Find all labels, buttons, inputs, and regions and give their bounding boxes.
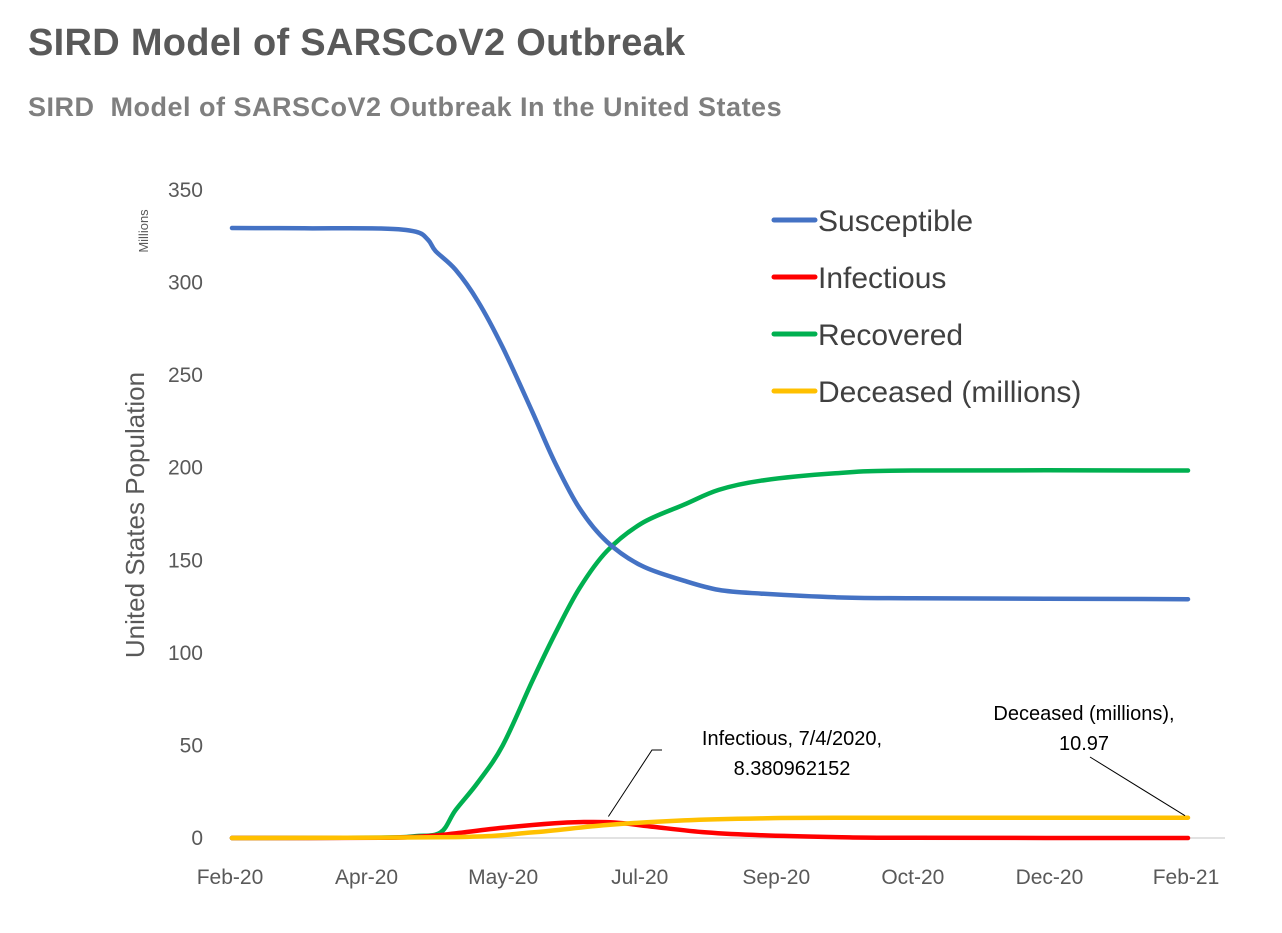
y-tick-label: 50 [180, 734, 203, 757]
y-tick-label: 300 [168, 272, 203, 295]
annotation-label-deceased: Deceased (millions), [993, 703, 1174, 725]
y-tick-label: 350 [168, 179, 203, 202]
legend-label-susceptible: Susceptible [818, 205, 973, 238]
annotation-label-infectious: Infectious, 7/4/2020, [702, 728, 882, 750]
y-tick-label: 100 [168, 642, 203, 665]
legend-label-deceased: Deceased (millions) [818, 376, 1081, 409]
annotation-label-infectious: 8.380962152 [734, 758, 851, 780]
x-tick-label: Jul-20 [611, 866, 668, 889]
x-tick-label: Feb-20 [197, 866, 264, 889]
chart-series [229, 225, 1191, 841]
annotation-label-deceased: 10.97 [1059, 733, 1109, 755]
y-tick-label: 200 [168, 457, 203, 480]
y-tick-label: 250 [168, 364, 203, 387]
y-axis-units: Millions [136, 209, 151, 253]
legend-label-recovered: Recovered [818, 319, 963, 352]
x-tick-label: Sep-20 [742, 866, 810, 889]
x-tick-label: May-20 [468, 866, 538, 889]
chart-annotations: Infectious, 7/4/2020, 8.380962152 Deceased… [607, 703, 1186, 817]
x-tick-label: Feb-21 [1153, 866, 1220, 889]
y-tick-label: 150 [168, 549, 203, 572]
x-tick-label: Dec-20 [1016, 866, 1084, 889]
series-line-deceased [229, 815, 1191, 841]
chart-axes: 0 50 100 150 200 250 300 350 Feb-20 Apr-20 May-20 J… [120, 179, 1225, 889]
annotation-leader-deceased [1089, 756, 1186, 817]
series-line-susceptible [229, 225, 1191, 602]
y-axis-title: United States Population [120, 372, 150, 658]
chart-legend: Susceptible Infectious Recovered Deceased (… [771, 205, 1081, 409]
legend-label-infectious: Infectious [818, 262, 946, 295]
series-line-recovered [229, 468, 1191, 841]
y-tick-label: 0 [191, 827, 203, 850]
chart-subtitle: SIRD Model of SARSCoV2 Outbreak In the U… [28, 92, 783, 122]
x-tick-label: Apr-20 [335, 866, 398, 889]
x-tick-label: Oct-20 [881, 866, 944, 889]
chart-title: SIRD Model of SARSCoV2 Outbreak [28, 22, 686, 64]
annotation-leader-infectious [607, 749, 662, 817]
